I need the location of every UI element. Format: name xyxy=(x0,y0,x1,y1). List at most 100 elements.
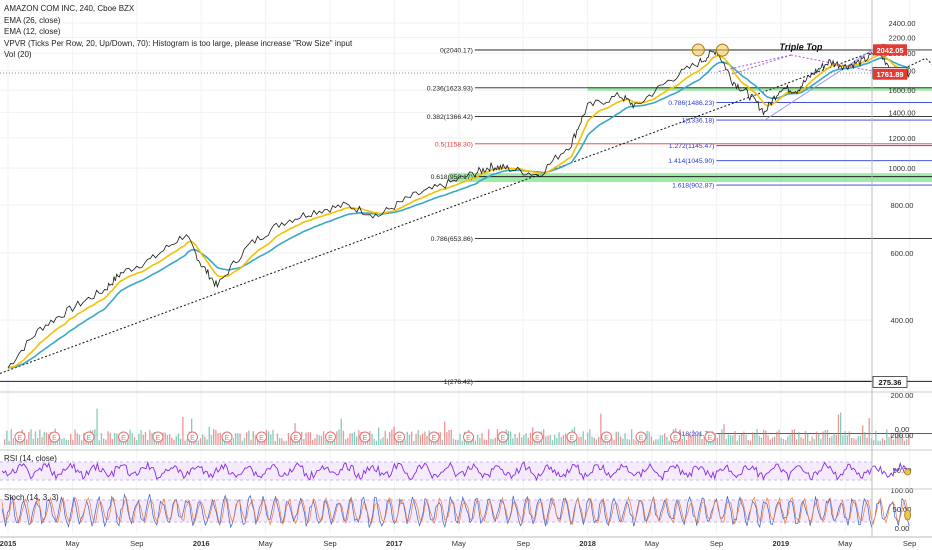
x-tick-label: 2017 xyxy=(386,539,403,548)
volume-bar xyxy=(600,413,602,445)
volume-bar xyxy=(100,433,103,445)
legend-symbol-title[interactable]: AMAZON COM INC, 240, Cboe BZX xyxy=(4,4,135,13)
volume-bar xyxy=(422,433,424,445)
volume-bar xyxy=(644,439,646,445)
price-badge-label: 2042.05 xyxy=(876,46,903,55)
volume-bar xyxy=(386,438,389,445)
earnings-label: E xyxy=(432,435,437,442)
volume-bar xyxy=(345,439,347,445)
legend-ema12[interactable]: EMA (12, close) xyxy=(4,27,61,36)
stoch-d-line xyxy=(1,495,910,527)
fib-left-label: 0.618(950.17) xyxy=(431,174,473,181)
volume-bar xyxy=(103,438,105,445)
volume-bar xyxy=(173,439,175,445)
fib-left-label: 0(2040.17) xyxy=(440,47,473,54)
volume-bar xyxy=(129,429,131,445)
earnings-marker xyxy=(325,431,336,443)
volume-bar xyxy=(461,440,463,445)
volume-bar xyxy=(697,433,699,445)
volume-bar xyxy=(551,440,554,445)
rsi-title: RSI (14, close) xyxy=(4,454,57,463)
volume-bar xyxy=(765,430,767,445)
support-zone-lower xyxy=(448,173,932,182)
volume-bar xyxy=(809,440,811,445)
volume-bar xyxy=(114,432,116,445)
volume-bar xyxy=(415,434,417,445)
y-tick-label: 1400.00 xyxy=(888,108,915,117)
volume-bar xyxy=(661,435,664,445)
volume-bar xyxy=(281,438,283,445)
volume-bar xyxy=(512,438,514,445)
earnings-marker xyxy=(256,431,267,443)
volume-bar xyxy=(65,439,67,445)
volume-bar xyxy=(862,425,864,445)
legend-ema26[interactable]: EMA (26, close) xyxy=(4,15,61,25)
volume-bar xyxy=(26,439,28,445)
volume-bar xyxy=(908,435,910,445)
volume-bar xyxy=(547,435,549,445)
volume-bar xyxy=(70,433,72,445)
volume-bar xyxy=(138,434,140,445)
volume-bar xyxy=(274,440,276,445)
volume-bar xyxy=(309,432,312,445)
legend-volume[interactable]: Vol (20) xyxy=(4,50,32,59)
volume-bar xyxy=(382,437,384,445)
x-tick-label: 2018 xyxy=(579,539,596,548)
volume-bar xyxy=(342,430,345,445)
volume-bar xyxy=(448,429,450,445)
volume-bar xyxy=(144,431,147,445)
volume-bar xyxy=(208,426,210,445)
volume-bar xyxy=(494,437,496,445)
volume-bar xyxy=(17,439,19,445)
volume-bar xyxy=(210,435,213,445)
fib-right-label: 0.786(1486.23) xyxy=(668,100,714,107)
volume-bar xyxy=(325,440,327,445)
y-tick-label: 1600.00 xyxy=(888,86,915,95)
volume-bar xyxy=(578,436,580,445)
earnings-marker xyxy=(463,431,474,443)
stoch-tick-label: 0.00 xyxy=(895,524,910,533)
volume-bar xyxy=(840,412,842,445)
volume-bar xyxy=(358,430,360,445)
stoch-panel: Stoch (14, 3, 3) 100.00 50.00 0.00 xyxy=(0,486,913,533)
earnings-marker xyxy=(187,431,198,443)
grid xyxy=(0,0,911,533)
volume-bar xyxy=(782,439,785,445)
rsi-marker xyxy=(904,468,911,476)
volume-bar xyxy=(589,429,591,445)
volume-bar xyxy=(560,437,562,445)
volume-bar xyxy=(197,440,199,445)
earnings-marker xyxy=(704,431,716,443)
volume-bar xyxy=(659,435,661,445)
volume-bar xyxy=(868,418,870,445)
volume-bar xyxy=(831,436,833,445)
x-tick-label: 2019 xyxy=(772,539,789,548)
volume-bar xyxy=(554,434,556,445)
volume-bar xyxy=(316,434,318,445)
volume-bar xyxy=(336,431,338,445)
volume-bar xyxy=(261,440,263,445)
volume-bar xyxy=(549,434,551,445)
volume-bar xyxy=(870,438,873,445)
volume-bar xyxy=(890,434,892,445)
earnings-marker xyxy=(221,431,233,443)
volume-bar xyxy=(426,436,428,445)
volume-bar xyxy=(116,433,118,445)
x-tick-label: 2015 xyxy=(0,539,16,548)
volume-bar xyxy=(239,433,241,445)
volume-bar xyxy=(334,440,336,445)
volume-bar xyxy=(237,433,239,445)
volume-bar xyxy=(787,436,789,445)
legend-vpvr[interactable]: VPVR (Ticks Per Row, 20, Up/Down, 70): H… xyxy=(4,38,353,48)
volume-bar xyxy=(12,438,15,445)
volume-bar xyxy=(543,429,545,445)
volume-bar xyxy=(521,437,523,445)
volume-bar xyxy=(813,439,815,445)
volume-bar xyxy=(758,435,760,445)
volume-bar xyxy=(769,439,771,445)
volume-bar xyxy=(611,437,613,445)
price-badge-label: 1761.89 xyxy=(876,70,903,79)
volume-bar xyxy=(272,429,274,445)
volume-bar xyxy=(221,436,224,445)
